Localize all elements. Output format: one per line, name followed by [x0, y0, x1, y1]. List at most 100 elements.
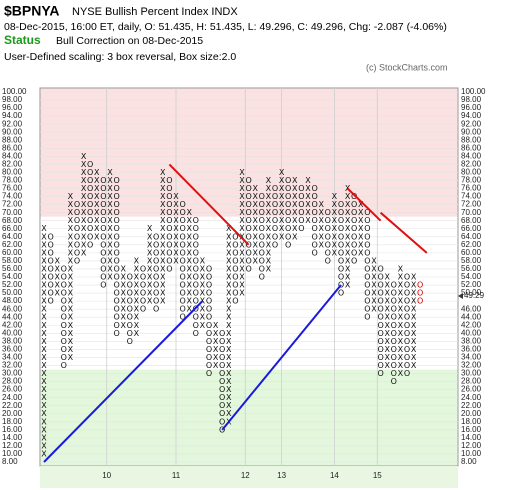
pf-box: O: [272, 224, 278, 233]
pf-box: O: [219, 329, 225, 338]
pf-box: X: [160, 232, 166, 241]
y-tick-label-right: 30.00: [461, 369, 482, 378]
y-tick-label: 66.00: [2, 224, 23, 233]
pf-box: O: [259, 273, 265, 282]
pf-box: O: [113, 248, 119, 257]
pf-box: O: [166, 192, 172, 201]
pf-box: X: [68, 248, 74, 257]
pf-box: X: [160, 168, 166, 177]
pf-box: X: [345, 281, 351, 290]
pf-box: X: [186, 224, 192, 233]
pf-box: X: [160, 248, 166, 257]
pf-box: X: [160, 224, 166, 233]
pf-box: O: [87, 224, 93, 233]
pf-box: O: [179, 200, 185, 209]
pf-box: O: [364, 297, 370, 306]
pf-box: X: [68, 256, 74, 265]
pf-box: X: [107, 208, 113, 217]
pf-box: O: [377, 297, 383, 306]
pf-box: O: [100, 224, 106, 233]
pf-box: X: [94, 224, 100, 233]
pf-box: O: [140, 273, 146, 282]
pf-box: O: [153, 273, 159, 282]
pf-box: X: [266, 256, 272, 265]
pf-box: O: [193, 216, 199, 225]
pf-box: X: [252, 240, 258, 249]
y-tick-label: 62.00: [2, 240, 23, 249]
pf-box: X: [68, 200, 74, 209]
y-tick-label-right: 28.00: [461, 377, 482, 386]
pf-box: O: [364, 273, 370, 282]
y-tick-label: 36.00: [2, 345, 23, 354]
y-tick-label-right: 44.00: [461, 312, 482, 321]
pf-box: X: [120, 321, 126, 330]
pf-box: O: [61, 281, 67, 290]
pf-box: X: [160, 208, 166, 217]
pf-box: O: [193, 273, 199, 282]
pf-box: O: [113, 273, 119, 282]
pf-box: X: [41, 361, 47, 370]
y-tick-label: 50.00: [2, 288, 23, 297]
y-tick-label: 42.00: [2, 320, 23, 329]
pf-box: X: [358, 240, 364, 249]
pf-box: X: [68, 240, 74, 249]
pf-box: X: [41, 345, 47, 354]
y-tick-label: 70.00: [2, 208, 23, 217]
pf-box: O: [179, 297, 185, 306]
pf-box: X: [160, 216, 166, 225]
pf-box: X: [411, 345, 417, 354]
pf-box: O: [47, 297, 53, 306]
pf-box: O: [113, 321, 119, 330]
pf-box: X: [41, 393, 47, 402]
pf-box: O: [417, 281, 423, 290]
pf-box: X: [41, 401, 47, 410]
y-tick-label: 58.00: [2, 256, 23, 265]
pf-box: O: [245, 200, 251, 209]
y-tick-label: 20.00: [2, 409, 23, 418]
pf-box: X: [252, 184, 258, 193]
pf-box: X: [345, 200, 351, 209]
pf-box: O: [245, 192, 251, 201]
pf-box: X: [200, 273, 206, 282]
pf-box: O: [377, 369, 383, 378]
y-tick-label-right: 62.00: [461, 240, 482, 249]
pf-column: OOO: [417, 281, 423, 306]
pf-box: O: [404, 297, 410, 306]
pf-box: O: [61, 305, 67, 314]
pf-box: O: [219, 337, 225, 346]
pf-box: O: [206, 313, 212, 322]
pf-box: O: [259, 192, 265, 201]
pf-box: O: [325, 224, 331, 233]
pf-box: O: [74, 240, 80, 249]
pf-box: O: [259, 216, 265, 225]
pf-box: X: [305, 208, 311, 217]
pf-box: X: [160, 256, 166, 265]
pf-box: O: [259, 208, 265, 217]
pf-box: X: [81, 248, 87, 257]
pf-box: X: [279, 176, 285, 185]
pf-box: O: [285, 192, 291, 201]
trendline: [346, 187, 382, 222]
pf-box: O: [404, 281, 410, 290]
pf-box: X: [134, 305, 140, 314]
pf-box: O: [61, 353, 67, 362]
pf-box: X: [68, 224, 74, 233]
pf-box: X: [186, 281, 192, 290]
pf-box: X: [411, 297, 417, 306]
pf-box: O: [206, 289, 212, 298]
pf-box: O: [47, 248, 53, 257]
pf-box: X: [266, 232, 272, 241]
pf-box: O: [285, 232, 291, 241]
pf-box: O: [87, 240, 93, 249]
pf-box: O: [404, 305, 410, 314]
pf-box: O: [338, 240, 344, 249]
pf-box: X: [292, 184, 298, 193]
pf-box: O: [166, 184, 172, 193]
pf-box: O: [166, 256, 172, 265]
pf-box: X: [318, 232, 324, 241]
